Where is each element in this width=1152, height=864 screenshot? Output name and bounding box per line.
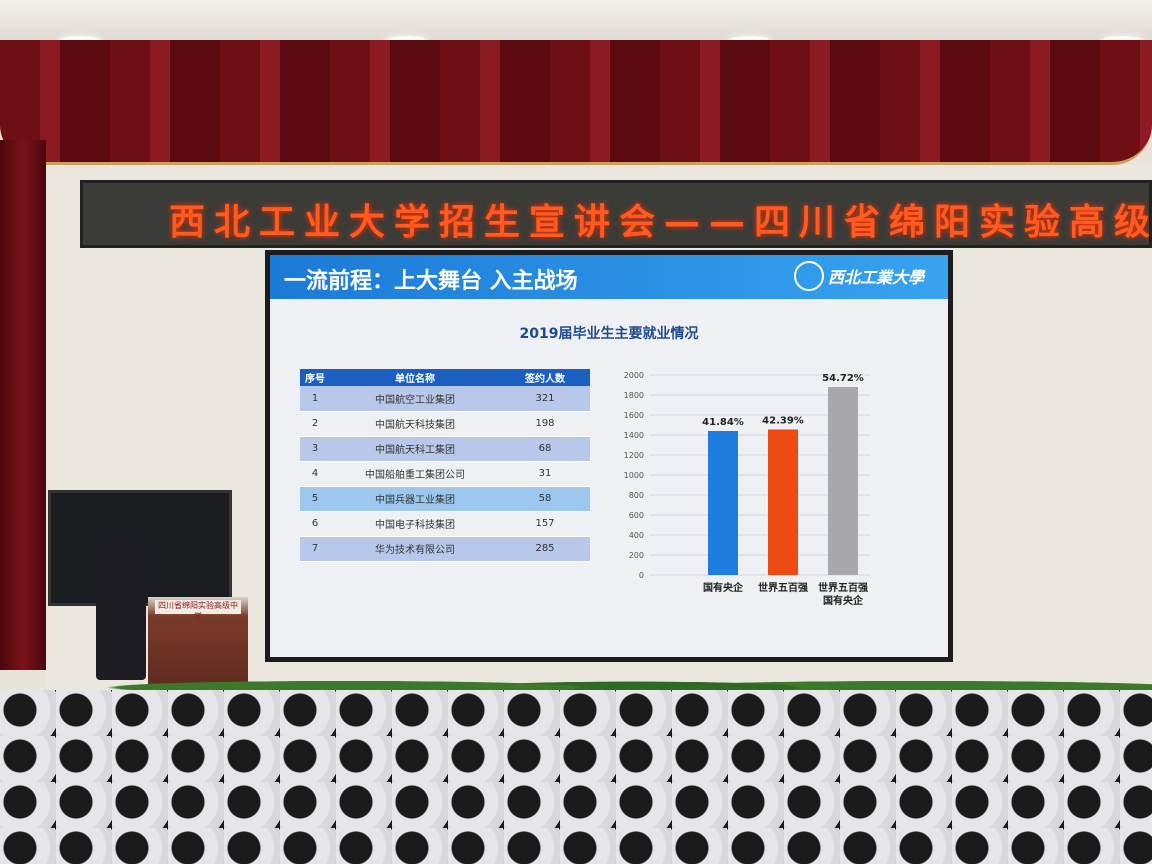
x-tick-label: 世界五百强 [818,581,868,594]
table-cell: 中国航空工业集团 [330,386,500,412]
table-cell: 68 [500,436,590,462]
slide-title: 2019届毕业生主要就业情况 [519,326,699,342]
led-banner: 西北工业大学招生宣讲会——四川省绵阳实验高级中学 [80,180,1152,248]
table-cell: 中国电子科技集团 [330,511,500,537]
x-tick-label: 世界五百强 [758,581,808,594]
table-cell: 中国航天科技集团 [330,411,500,437]
table-row: 6 中国电子科技集团 157 [300,511,590,537]
table-row: 1 中国航空工业集团 321 [300,386,590,412]
x-tick-label: 国有央企 [823,594,864,607]
y-tick-label: 400 [629,531,644,540]
employment-table: 序号 单位名称 签约人数 1 中国航空工业集团 321 2 中国航天科技集团 198 3 中国… [300,369,590,562]
table-cell: 157 [500,511,590,537]
table-cell: 58 [500,486,590,512]
table-cell: 2 [300,411,330,437]
slide-header-text: 一流前程：上大舞台 入主战场 [284,269,578,294]
table-cell: 3 [300,436,330,462]
table-cell: 285 [500,536,590,562]
slide-header: 一流前程：上大舞台 入主战场 西北工業大學 [270,255,948,299]
table-cell: 中国船舶重工集团公司 [330,461,500,487]
y-tick-label: 1200 [624,451,644,460]
table-row: 5 中国兵器工业集团 58 [300,486,590,512]
data-label: 41.84% [702,417,744,428]
table-cell: 1 [300,386,330,412]
table-cell: 5 [300,486,330,512]
bar [768,429,798,575]
table-cell: 4 [300,461,330,487]
column-header: 签约人数 [500,369,590,386]
logo-emblem-icon [793,261,824,291]
y-tick-label: 2000 [624,371,644,380]
column-header: 序号 [300,369,330,386]
column-header: 单位名称 [330,369,500,386]
side-curtain [0,140,46,670]
table-cell: 7 [300,536,330,562]
speaker-person [96,535,146,680]
table-row: 4 中国船舶重工集团公司 31 [300,461,590,487]
table-cell: 198 [500,411,590,437]
table-cell: 6 [300,511,330,537]
ceiling [0,0,1152,48]
curtain-valance [0,40,1152,165]
slide: 一流前程：上大舞台 入主战场 西北工業大學 2019届毕业生主要就业情况 序号 … [270,255,948,657]
projection-screen: 一流前程：上大舞台 入主战场 西北工業大學 2019届毕业生主要就业情况 序号 … [265,250,953,662]
y-tick-label: 1600 [624,411,644,420]
table-cell: 31 [500,461,590,487]
table-cell: 中国航天科工集团 [330,436,500,462]
table-cell: 中国兵器工业集团 [330,486,500,512]
y-tick-label: 1000 [624,471,644,480]
data-label: 54.72% [822,373,864,384]
x-tick-label: 国有央企 [703,581,744,594]
bar [708,431,738,575]
table-cell: 321 [500,386,590,412]
table-row: 2 中国航天科技集团 198 [300,411,590,437]
y-tick-label: 600 [629,511,644,520]
y-tick-label: 800 [629,491,644,500]
table-cell: 华为技术有限公司 [330,536,500,562]
bar [828,387,858,575]
table-row: 3 中国航天科工集团 68 [300,436,590,462]
table-row: 7 华为技术有限公司 285 [300,536,590,562]
y-tick-label: 1800 [624,391,644,400]
audience [0,690,1152,864]
y-tick-label: 1400 [624,431,644,440]
university-logo: 西北工業大學 [793,261,924,291]
logo-text: 西北工業大學 [827,268,924,287]
bar-chart: 0 200 400 600 800 1000 1200 1400 1600 1800 2000 41.… [624,371,870,607]
y-tick-label: 200 [629,551,644,560]
y-tick-label: 0 [639,571,644,580]
podium-sign: 四川省绵阳实验高级中学 [155,600,241,621]
data-label: 42.39% [762,416,804,427]
